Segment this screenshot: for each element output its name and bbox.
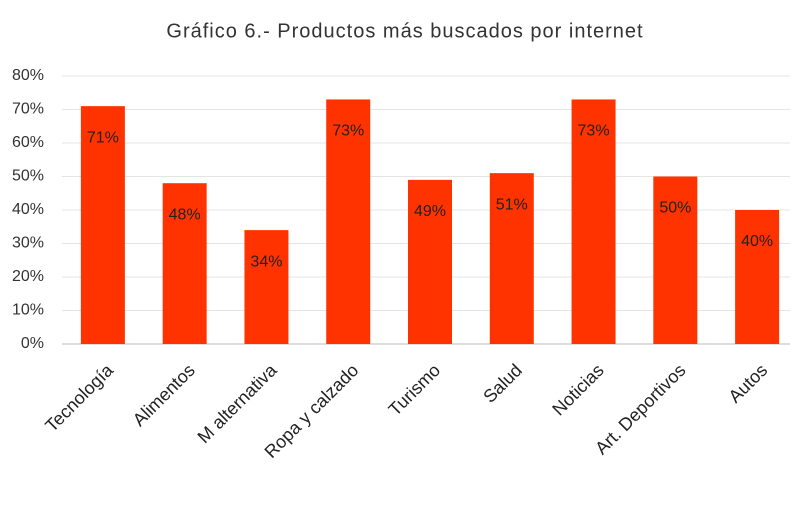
bar (162, 183, 207, 344)
y-tick-label: 60% (12, 134, 44, 151)
bar (653, 176, 698, 344)
value-label: 49% (414, 203, 446, 220)
value-label: 71% (87, 129, 119, 146)
y-tick-label: 80% (12, 67, 44, 84)
value-label: 73% (578, 123, 610, 140)
value-label: 73% (332, 123, 364, 140)
x-tick-label: Turismo (385, 360, 445, 420)
value-label: 51% (496, 196, 528, 213)
x-tick-label: Alimentos (129, 360, 199, 430)
bar (326, 99, 371, 344)
bar (571, 99, 616, 344)
y-tick-label: 40% (12, 201, 44, 218)
x-tick-label: Noticias (548, 360, 607, 419)
y-tick-label: 70% (12, 101, 44, 118)
y-tick-label: 10% (12, 302, 44, 319)
x-tick-label: Salud (479, 360, 526, 407)
bar (489, 173, 534, 344)
bar (244, 230, 289, 344)
bar (735, 210, 780, 344)
x-tick-label: Autos (725, 360, 772, 407)
y-tick-label: 20% (12, 268, 44, 285)
x-tick-label: M alternativa (194, 359, 282, 447)
x-tick-label: Tecnología (41, 359, 117, 435)
bar (80, 106, 125, 345)
value-label: 40% (741, 233, 773, 250)
bar (408, 179, 452, 344)
chart-title: Gráfico 6.- Productos más buscados por i… (166, 20, 643, 42)
value-label: 50% (659, 200, 691, 217)
y-tick-label: 0% (21, 335, 44, 352)
y-tick-label: 50% (12, 168, 44, 185)
value-label: 34% (250, 253, 282, 270)
value-label: 48% (169, 206, 201, 223)
y-tick-label: 30% (12, 235, 44, 252)
